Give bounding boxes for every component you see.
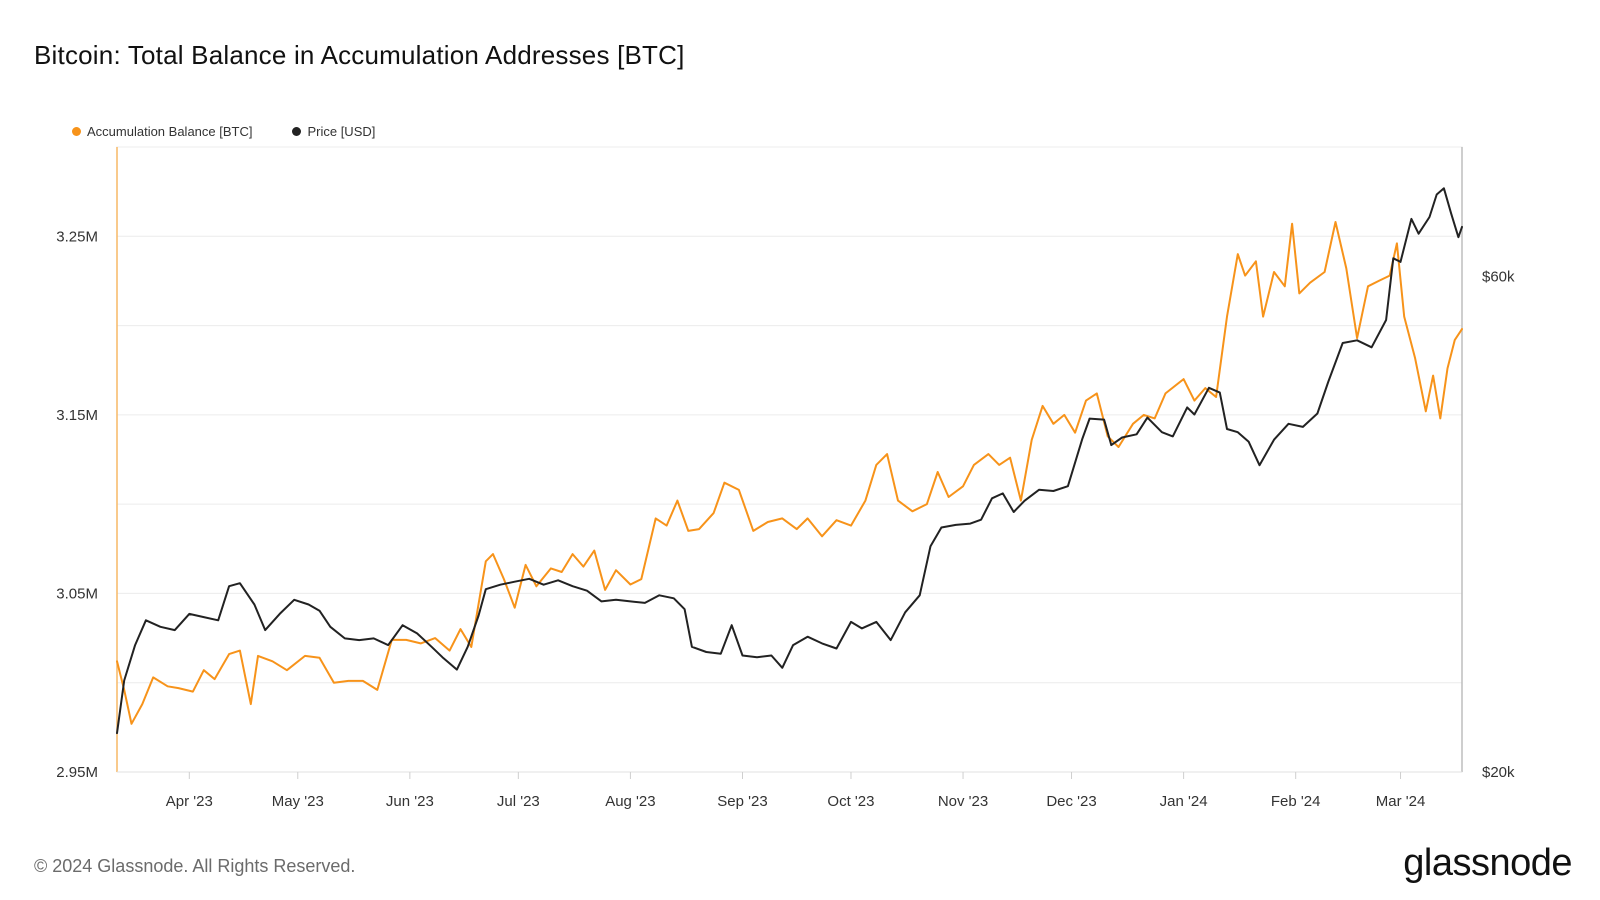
legend-dot-price [292, 127, 302, 136]
series-line-price [116, 187, 1463, 735]
plot-frame [116, 146, 1463, 773]
x-tick-label: Sep '23 [717, 793, 767, 810]
x-tick-label: Dec '23 [1046, 793, 1096, 810]
x-tick-label: Aug '23 [605, 793, 655, 810]
series-line-accumulation-balance [116, 221, 1463, 725]
x-tick-label: Feb '24 [1271, 793, 1321, 810]
glassnode-logo: glassnode [1403, 842, 1572, 884]
x-tick-label: Mar '24 [1376, 793, 1426, 810]
x-tick-label: Jun '23 [386, 793, 434, 810]
y-left-tick-label: 3.05M [56, 585, 98, 602]
y-left-tick-label: 3.25M [56, 228, 98, 245]
chart-legend: Accumulation Balance [BTC] Price [USD] [72, 124, 375, 139]
legend-dot-accumulation [72, 127, 81, 136]
y-right-tick-label: $60k [1482, 269, 1515, 286]
x-tick-label: Nov '23 [938, 793, 988, 810]
x-tick-label: May '23 [272, 793, 324, 810]
x-tick-label: Oct '23 [827, 793, 874, 810]
legend-label-price: Price [USD] [307, 124, 376, 139]
y-left-tick-label: 3.15M [56, 407, 98, 424]
x-tick-label: Apr '23 [166, 793, 213, 810]
copyright-text: © 2024 Glassnode. All Rights Reserved. [34, 856, 356, 876]
legend-item-price[interactable]: Price [USD] [292, 124, 375, 139]
x-tick-label: Jul '23 [497, 793, 540, 810]
y-left-tick-label: 2.95M [56, 764, 98, 781]
chart-title: Bitcoin: Total Balance in Accumulation A… [34, 40, 685, 70]
legend-label-accumulation: Accumulation Balance [BTC] [87, 124, 253, 139]
x-tick-label: Jan '24 [1160, 793, 1208, 810]
y-right-tick-label: $20k [1482, 764, 1515, 781]
legend-item-accumulation[interactable]: Accumulation Balance [BTC] [72, 124, 252, 139]
